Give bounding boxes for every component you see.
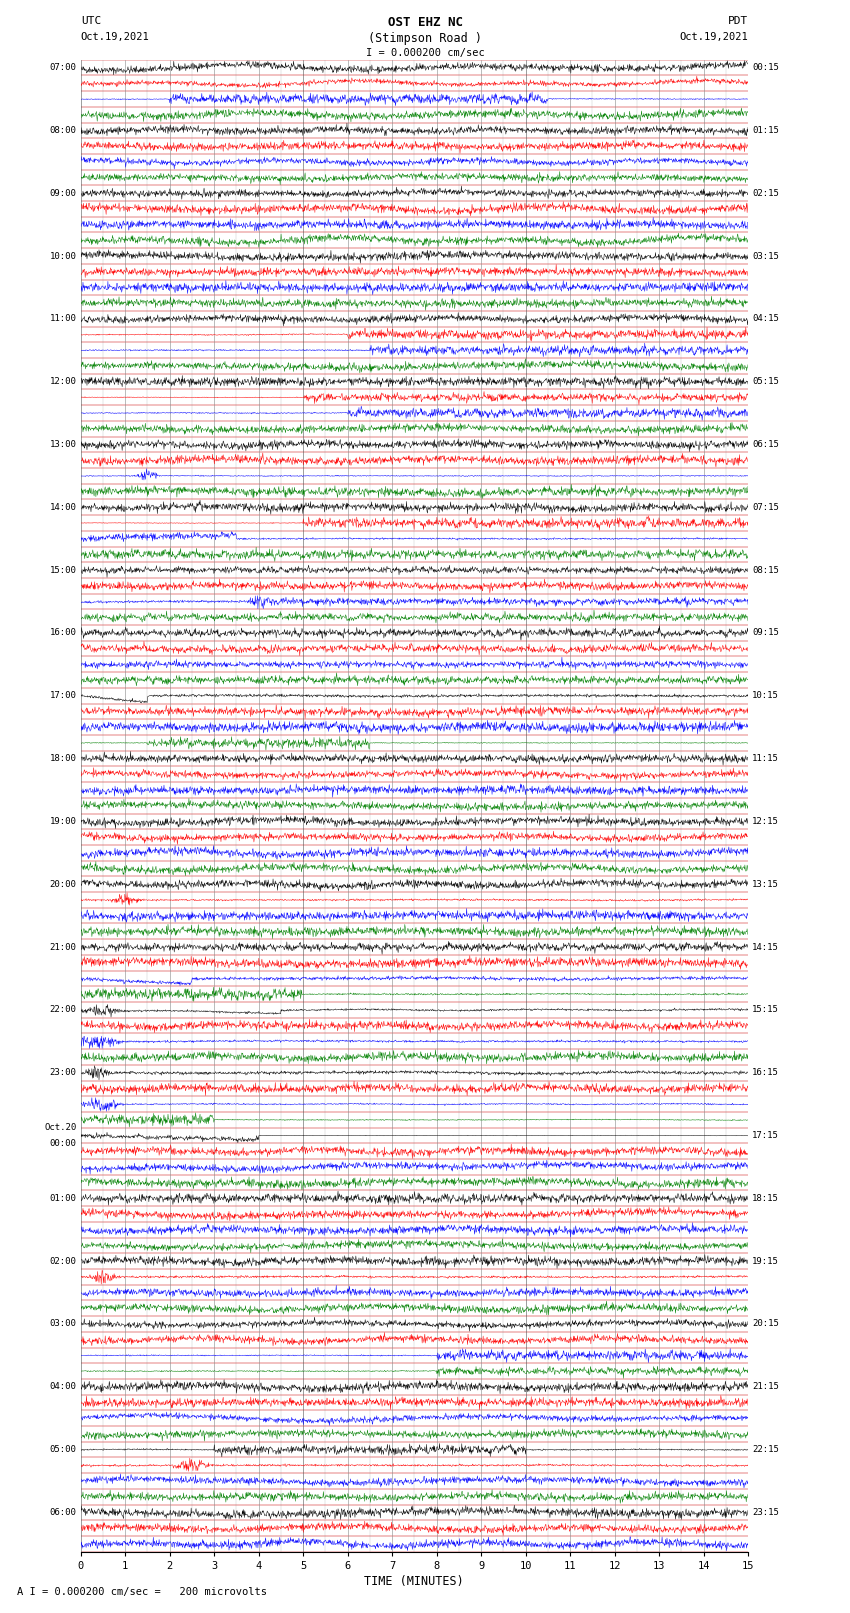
- Text: 05:00: 05:00: [49, 1445, 76, 1455]
- Text: 00:15: 00:15: [752, 63, 779, 73]
- Text: 07:00: 07:00: [49, 63, 76, 73]
- Text: 12:15: 12:15: [752, 816, 779, 826]
- Text: 14:00: 14:00: [49, 503, 76, 511]
- Text: 10:00: 10:00: [49, 252, 76, 261]
- Text: 23:00: 23:00: [49, 1068, 76, 1077]
- Text: 23:15: 23:15: [752, 1508, 779, 1516]
- Text: 16:15: 16:15: [752, 1068, 779, 1077]
- Text: 04:15: 04:15: [752, 315, 779, 323]
- Text: 08:00: 08:00: [49, 126, 76, 135]
- Text: 14:15: 14:15: [752, 942, 779, 952]
- Text: 07:15: 07:15: [752, 503, 779, 511]
- Text: 11:00: 11:00: [49, 315, 76, 323]
- Text: 01:00: 01:00: [49, 1194, 76, 1203]
- Text: 21:00: 21:00: [49, 942, 76, 952]
- Text: 03:15: 03:15: [752, 252, 779, 261]
- Text: UTC: UTC: [81, 16, 101, 26]
- Text: 20:15: 20:15: [752, 1319, 779, 1329]
- Text: 19:15: 19:15: [752, 1257, 779, 1266]
- Text: Oct.19,2021: Oct.19,2021: [679, 32, 748, 42]
- Text: 10:15: 10:15: [752, 692, 779, 700]
- Text: 20:00: 20:00: [49, 879, 76, 889]
- Text: OST EHZ NC: OST EHZ NC: [388, 16, 462, 29]
- Text: 11:15: 11:15: [752, 753, 779, 763]
- Text: 13:00: 13:00: [49, 440, 76, 448]
- Text: 18:15: 18:15: [752, 1194, 779, 1203]
- Text: 13:15: 13:15: [752, 879, 779, 889]
- Text: Oct.20: Oct.20: [44, 1123, 76, 1132]
- Text: 16:00: 16:00: [49, 629, 76, 637]
- Text: 18:00: 18:00: [49, 753, 76, 763]
- Text: 01:15: 01:15: [752, 126, 779, 135]
- Text: 06:15: 06:15: [752, 440, 779, 448]
- Text: 00:00: 00:00: [49, 1139, 76, 1148]
- Text: 17:15: 17:15: [752, 1131, 779, 1140]
- Text: 02:00: 02:00: [49, 1257, 76, 1266]
- Text: 04:00: 04:00: [49, 1382, 76, 1392]
- Text: 12:00: 12:00: [49, 377, 76, 386]
- Text: 06:00: 06:00: [49, 1508, 76, 1516]
- Text: 03:00: 03:00: [49, 1319, 76, 1329]
- Text: 15:15: 15:15: [752, 1005, 779, 1015]
- Text: 09:15: 09:15: [752, 629, 779, 637]
- Text: 22:00: 22:00: [49, 1005, 76, 1015]
- Text: PDT: PDT: [728, 16, 748, 26]
- X-axis label: TIME (MINUTES): TIME (MINUTES): [365, 1574, 464, 1587]
- Text: 22:15: 22:15: [752, 1445, 779, 1455]
- Text: A I = 0.000200 cm/sec =   200 microvolts: A I = 0.000200 cm/sec = 200 microvolts: [17, 1587, 267, 1597]
- Text: 08:15: 08:15: [752, 566, 779, 574]
- Text: 02:15: 02:15: [752, 189, 779, 198]
- Text: I = 0.000200 cm/sec: I = 0.000200 cm/sec: [366, 48, 484, 58]
- Text: (Stimpson Road ): (Stimpson Road ): [368, 32, 482, 45]
- Text: 19:00: 19:00: [49, 816, 76, 826]
- Text: 09:00: 09:00: [49, 189, 76, 198]
- Text: Oct.19,2021: Oct.19,2021: [81, 32, 150, 42]
- Text: 15:00: 15:00: [49, 566, 76, 574]
- Text: 21:15: 21:15: [752, 1382, 779, 1392]
- Text: 05:15: 05:15: [752, 377, 779, 386]
- Text: 17:00: 17:00: [49, 692, 76, 700]
